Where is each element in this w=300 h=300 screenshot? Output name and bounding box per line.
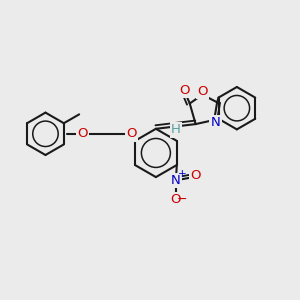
Text: N: N	[211, 116, 220, 129]
Text: O: O	[78, 127, 88, 140]
Text: O: O	[127, 127, 137, 140]
Text: O: O	[171, 193, 181, 206]
Text: N: N	[171, 174, 181, 187]
Text: O: O	[191, 169, 201, 182]
Text: +: +	[178, 169, 187, 179]
Text: O: O	[179, 84, 190, 97]
Text: O: O	[197, 85, 208, 98]
Text: H: H	[171, 124, 181, 136]
Text: −: −	[177, 193, 188, 206]
